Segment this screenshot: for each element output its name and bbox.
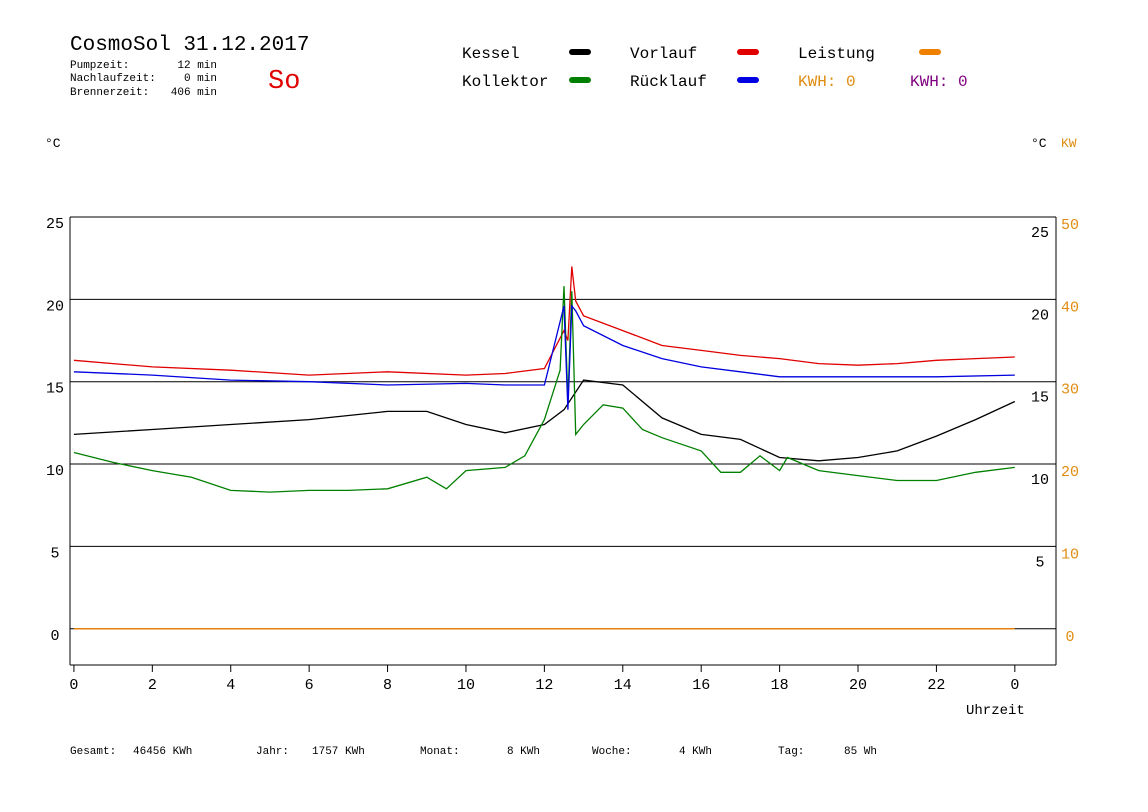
footer-value: 1757 KWh [312,746,365,758]
y-tick-label-right: 15 [1031,390,1049,407]
y-unit: °C [45,136,61,151]
legend-label: Kessel [462,45,520,63]
footer-label: Woche: [592,746,632,758]
y-tick-label: 25 [46,216,64,233]
chart-title: CosmoSol 31.12.2017 [70,34,309,57]
x-tick-label: 18 [771,677,789,694]
x-tick-label: 0 [1010,677,1019,694]
x-tick-label: 16 [692,677,710,694]
footer-label: Monat: [420,746,460,758]
x-tick-label: 14 [614,677,632,694]
legend-label: Rücklauf [630,73,707,91]
footer-value: 85 Wh [844,746,877,758]
x-tick-label: 20 [849,677,867,694]
stat-value: 12 min [177,60,217,72]
footer-value: 8 KWh [507,746,540,758]
footer-label: Gesamt: [70,746,116,758]
stat-label: Brennerzeit: [70,87,149,99]
stat-value: 0 min [184,73,217,85]
y2-tick-label: 0 [1065,629,1074,646]
x-tick-label: 10 [457,677,475,694]
y-tick-label: 0 [50,628,59,645]
y2-tick-label: 20 [1061,464,1079,481]
y2-tick-label: 40 [1061,299,1079,316]
y-tick-label-right: 5 [1035,554,1044,571]
y-tick-label: 5 [50,545,59,562]
energy-label: KWH: 0 [798,73,856,91]
y-tick-label: 10 [46,463,64,480]
series-line [73,304,1015,410]
y2-tick-label: 10 [1061,546,1079,563]
x-tick-label: 12 [535,677,553,694]
series-line [73,379,1016,462]
legend-label: Kollektor [462,73,548,91]
y2-tick-label: 50 [1061,217,1079,234]
x-tick-label: 0 [69,677,78,694]
y-tick-label: 20 [46,298,64,315]
y2-unit: °C [1031,136,1047,151]
stat-value: 406 min [171,87,217,99]
x-tick-label: 22 [927,677,945,694]
legend-label: Leistung [798,45,875,63]
y-tick-label-right: 25 [1031,225,1049,242]
series-line [73,266,1015,376]
footer-label: Tag: [778,746,804,758]
x-tick-label: 6 [305,677,314,694]
y2-unit: KW [1061,136,1077,151]
x-tick-label: 4 [226,677,235,694]
x-tick-label: 8 [383,677,392,694]
y-tick-label-right: 10 [1031,472,1049,489]
stat-label: Pumpzeit: [70,60,129,72]
footer-value: 4 KWh [679,746,712,758]
legend-label: Vorlauf [630,45,697,63]
stat-label: Nachlaufzeit: [70,73,156,85]
y2-tick-label: 30 [1061,382,1079,399]
energy-label: KWH: 0 [910,73,968,91]
y-tick-label: 15 [46,381,64,398]
footer-label: Jahr: [256,746,289,758]
x-axis-label: Uhrzeit [966,703,1025,719]
series-line [73,286,1015,493]
footer-value: 46456 KWh [133,746,192,758]
y-tick-label-right: 20 [1031,307,1049,324]
x-tick-label: 2 [148,677,157,694]
day-label: So [268,67,300,97]
